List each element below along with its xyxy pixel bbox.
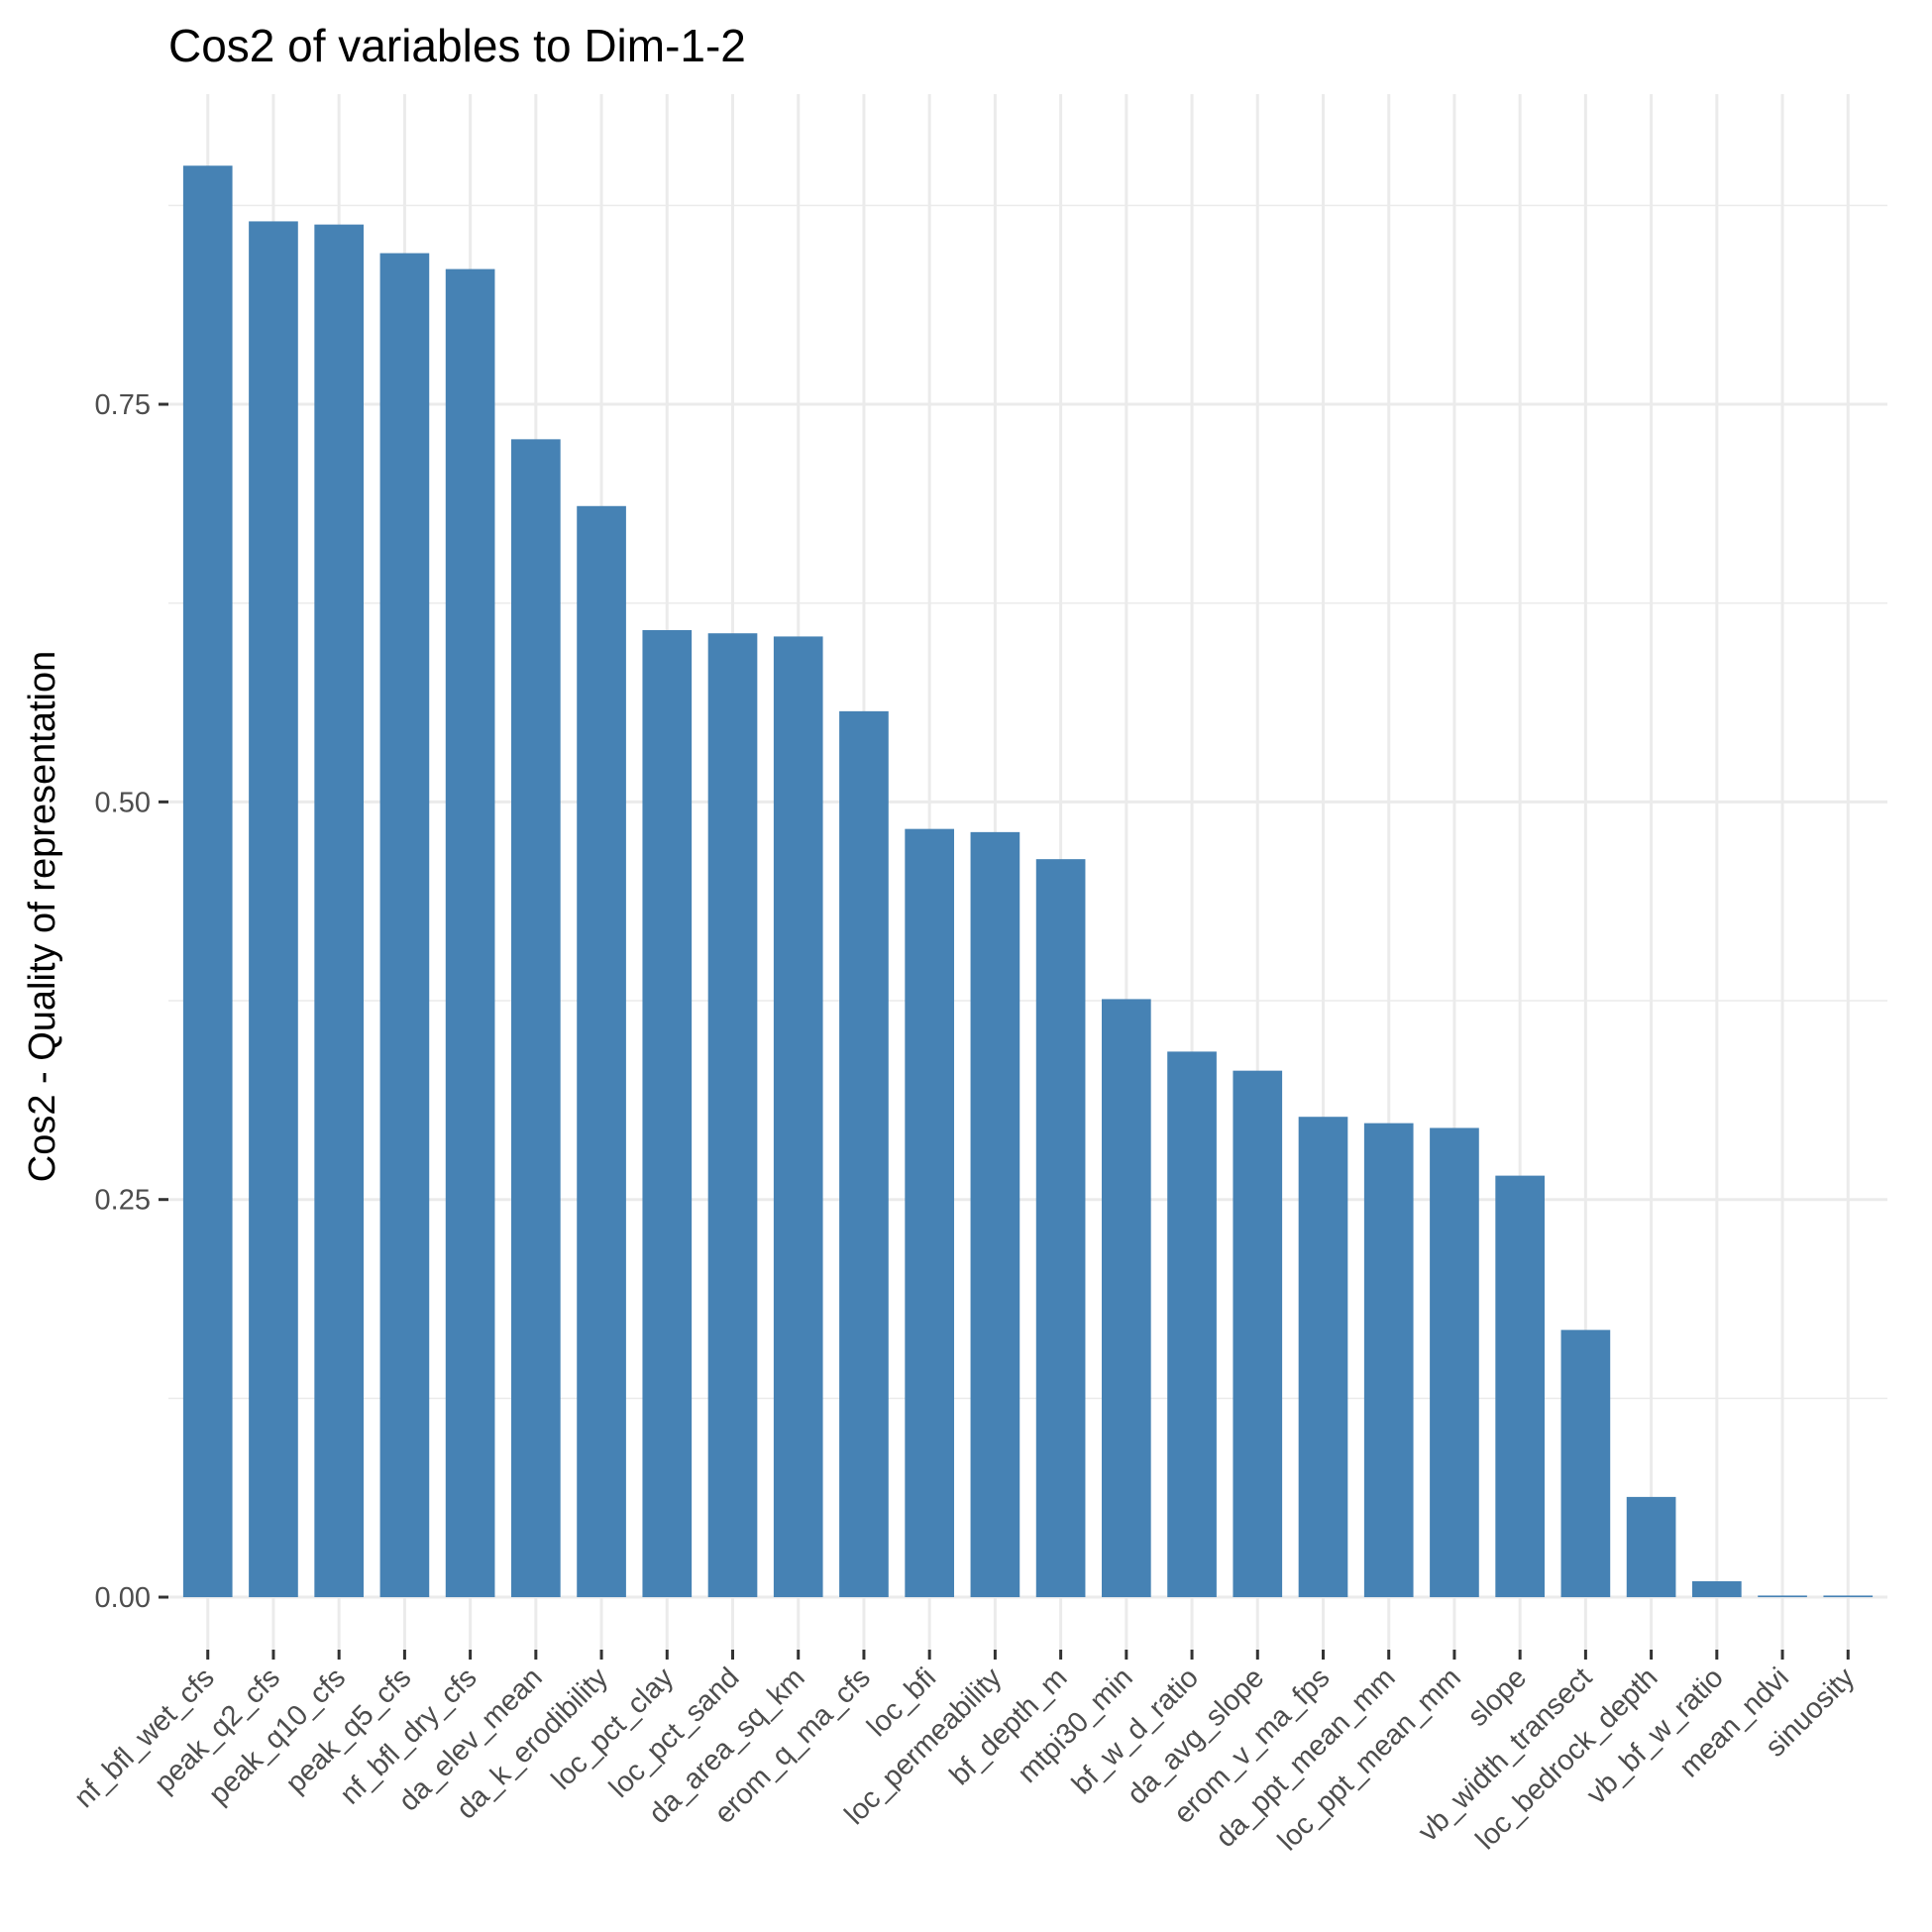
bar-loc_bfi [905, 828, 955, 1598]
bar-slope [1495, 1175, 1545, 1598]
bar-loc_ppt_mean_mm [1430, 1127, 1479, 1598]
bar-loc_permeability [970, 831, 1020, 1598]
bar-da_k_erodibility [577, 505, 626, 1598]
y-tick-label: 0.00 [95, 1582, 151, 1614]
bar-nf_bfl_wet_cfs [182, 165, 233, 1598]
bar-bf_depth_m [1035, 859, 1086, 1598]
bar-nf_bfl_dry_cfs [445, 268, 495, 1598]
bar-peak_q2_cfs [249, 221, 298, 1598]
bar-vb_width_transect [1560, 1330, 1611, 1598]
y-axis-title: Cos2 - Quality of representation [22, 651, 63, 1183]
bar-loc_bedrock_depth [1626, 1496, 1676, 1598]
bar-bf_w_d_ratio [1167, 1051, 1217, 1598]
bar-erom_v_ma_fps [1298, 1117, 1348, 1598]
y-tick-label: 0.50 [95, 787, 151, 818]
bar-loc_pct_sand [707, 633, 758, 1598]
bar-mtpi30_min [1101, 999, 1151, 1598]
bar-erom_q_ma_cfs [839, 710, 889, 1598]
bar-mean_ndvi [1758, 1595, 1807, 1598]
chart-title: Cos2 of variables to Dim-1-2 [168, 20, 746, 71]
bar-vb_bf_w_ratio [1691, 1580, 1742, 1598]
x-axis: nf_bfl_wet_cfspeak_q2_cfspeak_q10_cfspea… [68, 1650, 1862, 1857]
bar-peak_q10_cfs [314, 224, 365, 1598]
bar-loc_pct_clay [642, 629, 693, 1598]
bar-da_ppt_mean_mm [1363, 1123, 1414, 1598]
bar-da_area_sq_km [773, 636, 823, 1598]
bar-da_elev_mean [511, 439, 561, 1598]
y-tick-label: 0.75 [95, 389, 151, 421]
y-tick-label: 0.25 [95, 1185, 151, 1217]
bar-peak_q5_cfs [379, 253, 430, 1598]
bars [182, 165, 1874, 1598]
bar-da_avg_slope [1233, 1070, 1283, 1598]
y-axis: 0.00 0.25 0.50 0.75 [95, 389, 168, 1614]
bar-sinuosity [1823, 1595, 1874, 1598]
